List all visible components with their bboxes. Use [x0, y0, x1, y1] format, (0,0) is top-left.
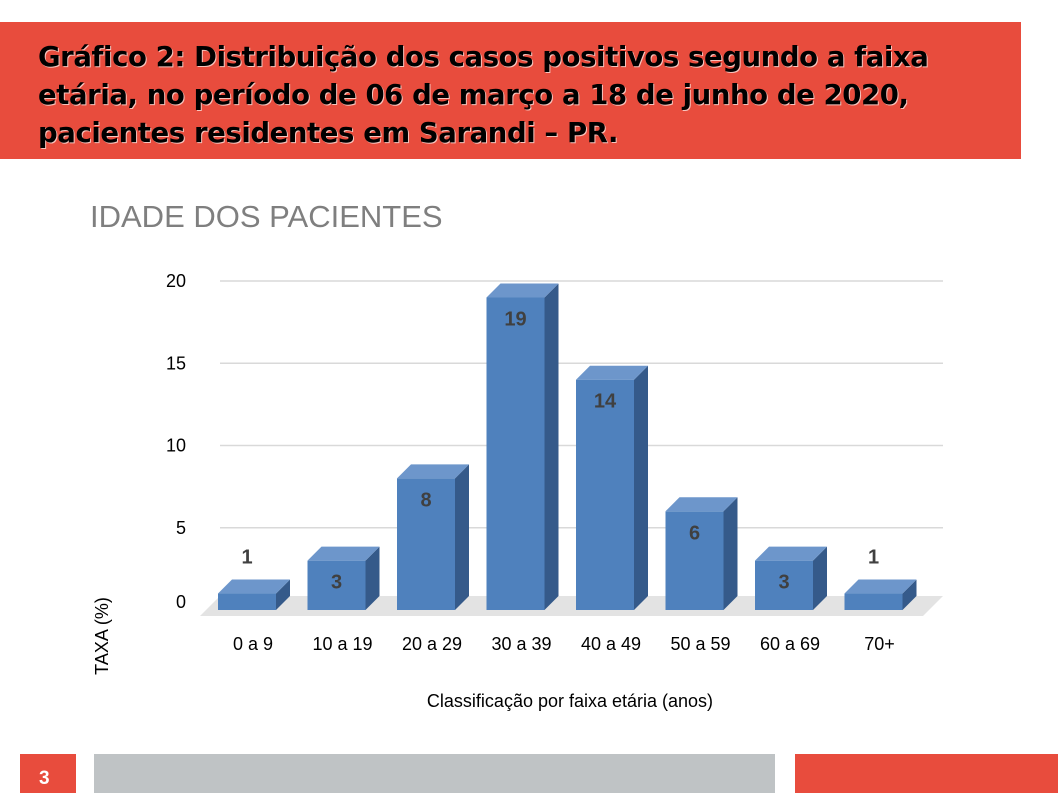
bar-top — [397, 464, 469, 479]
bar-side — [544, 283, 559, 610]
y-axis-ticks: 0 5 10 15 20 — [166, 271, 186, 612]
x-tick-label: 70+ — [864, 634, 895, 654]
bar-side — [723, 497, 738, 610]
bar-top — [665, 497, 738, 512]
bar-top — [576, 365, 648, 380]
bar-front — [486, 297, 545, 610]
bar: 19 — [486, 283, 559, 610]
bar-value-label: 6 — [689, 522, 700, 544]
bar-side — [813, 546, 827, 610]
bar: 1 — [844, 547, 917, 610]
x-axis-label: Classificação por faixa etária (anos) — [427, 691, 713, 711]
bar: 6 — [665, 497, 738, 610]
bar-side — [902, 579, 917, 610]
bar-top — [844, 579, 917, 594]
page-number-box — [20, 754, 76, 793]
bar-value-label: 3 — [778, 572, 789, 594]
bar-side — [365, 546, 380, 610]
chart-title: IDADE DOS PACIENTES — [90, 199, 443, 234]
bar-front — [218, 593, 276, 610]
bar: 8 — [397, 464, 469, 610]
y-tick-label: 10 — [166, 436, 186, 456]
x-tick-label: 10 a 19 — [312, 634, 372, 654]
bar: 3 — [307, 546, 380, 610]
age-distribution-chart: IDADE DOS PACIENTES 0 5 10 15 20 1 3 8 19 14 6 31 … — [90, 199, 943, 711]
bar-side — [634, 365, 648, 610]
bar-front — [576, 379, 634, 610]
bar-top — [218, 579, 290, 594]
footer-red-bar — [795, 754, 1058, 793]
x-tick-label: 30 a 39 — [491, 634, 551, 654]
y-tick-label: 0 — [176, 592, 186, 612]
bar-value-label: 14 — [594, 391, 617, 413]
bar: 14 — [576, 365, 648, 610]
x-tick-label: 60 a 69 — [760, 634, 820, 654]
bar-value-label: 19 — [504, 308, 526, 330]
slide-title: Gráfico 2: Distribuição dos casos positi… — [38, 41, 929, 149]
footer-gray-bar — [94, 754, 775, 793]
bar-front — [307, 560, 366, 610]
title-banner — [0, 22, 1021, 159]
bar: 3 — [755, 546, 827, 610]
bar-side — [276, 579, 290, 610]
chart-bars: 1 3 8 19 14 6 3 1 — [218, 283, 917, 610]
page-number: 3 — [39, 768, 50, 789]
bar-top — [307, 546, 380, 561]
bar: 1 — [218, 547, 290, 610]
y-tick-label: 20 — [166, 271, 186, 291]
x-tick-label: 40 a 49 — [581, 634, 641, 654]
x-tick-label: 0 a 9 — [233, 634, 273, 654]
bar-front — [755, 560, 813, 610]
bar-value-label: 1 — [868, 547, 879, 569]
bar-top — [486, 283, 559, 298]
y-axis-label: TAXA (%) — [92, 597, 112, 675]
bar-value-label: 1 — [241, 547, 252, 569]
y-tick-label: 15 — [166, 353, 186, 373]
bar-front — [665, 511, 724, 610]
x-tick-label: 50 a 59 — [670, 634, 730, 654]
bar-value-label: 8 — [420, 489, 431, 511]
bar-top — [755, 546, 827, 561]
x-axis-ticks: 0 a 9 10 a 19 20 a 29 30 a 39 40 a 49 50 a 59… — [233, 634, 895, 654]
bar-value-label: 3 — [331, 572, 342, 594]
bar-side — [455, 464, 469, 610]
y-tick-label: 5 — [176, 518, 186, 538]
x-tick-label: 20 a 29 — [402, 634, 462, 654]
bar-front — [844, 593, 903, 610]
bar-front — [397, 478, 455, 610]
